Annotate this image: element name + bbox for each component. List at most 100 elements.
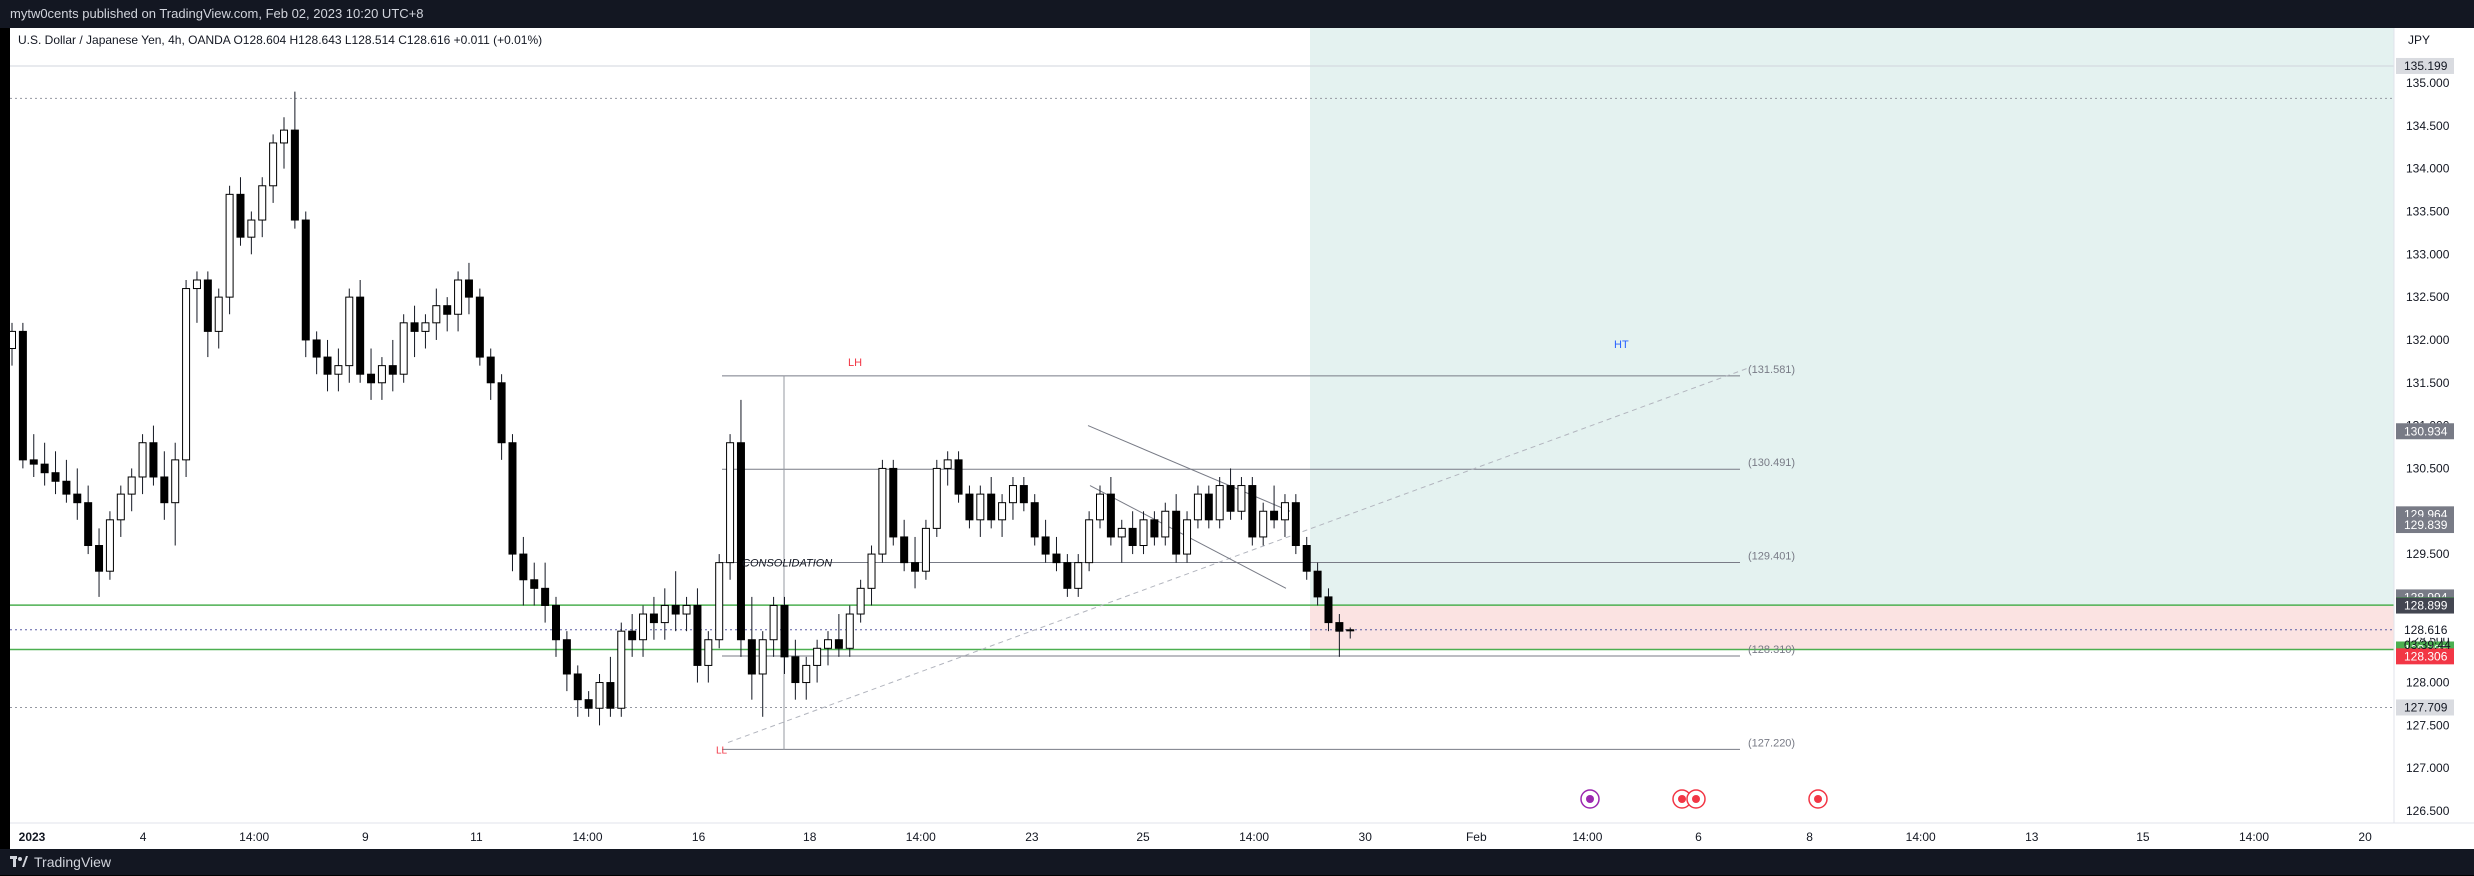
x-tick-label: 9: [362, 830, 369, 844]
candle-body: [312, 339, 321, 358]
candle-body: [1335, 622, 1344, 632]
candle-body: [834, 639, 843, 649]
candle-body: [1019, 485, 1028, 504]
annotation-ht: HT: [1614, 339, 1629, 351]
candle-body: [693, 604, 702, 666]
candle-body: [813, 647, 822, 666]
candle-body: [269, 142, 278, 187]
candle-body: [976, 493, 985, 521]
x-tick-label: 13: [2025, 830, 2039, 844]
candle-body: [1085, 519, 1094, 564]
candle-body: [399, 322, 408, 375]
y-tick-label: 131.500: [2406, 376, 2450, 390]
candle-body: [595, 682, 604, 709]
candle-body: [51, 472, 60, 482]
candle-body: [965, 493, 974, 521]
price-label-box: [2396, 57, 2454, 74]
candle-body: [1030, 502, 1039, 538]
x-tick-label: 14:00: [906, 830, 936, 844]
candle-body: [736, 442, 745, 641]
x-tick-label: 11: [470, 830, 483, 844]
candle-body: [704, 639, 713, 666]
candle-body: [573, 673, 582, 701]
x-tick-label: 25: [1136, 830, 1150, 844]
candle-body: [214, 296, 223, 332]
price-label: 127.709: [2404, 700, 2448, 714]
candle-body: [943, 459, 952, 469]
x-tick-label: 23: [1025, 830, 1039, 844]
candle-body: [280, 129, 288, 144]
fib-level-label: (131.581): [1748, 364, 1795, 376]
candle-body: [1259, 510, 1268, 538]
candle-body: [18, 330, 27, 461]
candle-body: [1008, 485, 1017, 504]
candle-body: [1193, 493, 1202, 521]
candle-body: [1204, 493, 1213, 521]
candle-body: [1324, 596, 1333, 624]
candle-body: [171, 459, 180, 504]
stop-zone: [1310, 605, 2394, 650]
tradingview-brand: TradingView: [34, 854, 112, 870]
candle-body: [660, 604, 669, 624]
trend-line-dashed: [727, 366, 1751, 743]
price-chart[interactable]: (131.581) (130.491) (129.401) (128.310) (127…: [8, 28, 2474, 849]
price-label: 128.899: [2404, 599, 2448, 613]
price-label: 129.839: [2404, 518, 2448, 532]
x-tick-label: 14:00: [572, 830, 602, 844]
price-label-box: [2396, 423, 2454, 440]
x-tick-label: 8: [1806, 830, 1813, 844]
y-tick-label: 133.000: [2406, 247, 2450, 261]
candle-body: [367, 373, 376, 384]
candle-body: [867, 553, 876, 589]
candle-body: [421, 322, 430, 332]
candle-body: [649, 613, 658, 624]
price-label-box: [2396, 648, 2454, 665]
y-tick-label: 134.000: [2406, 162, 2450, 176]
y-tick-label: 127.500: [2406, 718, 2450, 732]
x-tick-label: 14:00: [1572, 830, 1602, 844]
price-label: 130.934: [2404, 424, 2448, 438]
candle-body: [247, 219, 256, 238]
chart-frame[interactable]: (131.581) (130.491) (129.401) (128.310) (127…: [8, 28, 2474, 849]
candle-body: [182, 288, 191, 461]
x-tick-label: 14:00: [2239, 830, 2269, 844]
y-tick-label: 132.500: [2406, 290, 2450, 304]
candle-body: [323, 356, 332, 375]
candle-body: [954, 459, 963, 495]
tradingview-logo[interactable]: TradingView: [0, 849, 111, 875]
candle-body: [758, 639, 767, 675]
y-tick-label: 133.500: [2406, 204, 2450, 218]
x-tick-label: 16: [692, 830, 706, 844]
candle-body: [149, 442, 158, 478]
candle-body: [1117, 527, 1126, 538]
candle-body: [617, 630, 626, 709]
x-tick-label: 4: [140, 830, 147, 844]
candle-body: [290, 129, 299, 221]
candle-body: [454, 279, 463, 315]
candle-body: [747, 639, 756, 675]
candle-body: [802, 664, 811, 684]
candle-body: [486, 356, 495, 384]
candle-body: [8, 330, 16, 350]
candle-body: [73, 493, 82, 504]
candle-body: [388, 365, 397, 375]
x-tick-label: 18: [803, 830, 817, 844]
candle-body: [1215, 485, 1224, 521]
footer-bar: TradingView: [0, 849, 2474, 875]
candle-body: [1128, 527, 1137, 547]
candle-body: [1063, 562, 1072, 589]
candle-body: [225, 193, 234, 298]
candle-body: [138, 442, 147, 478]
candle-body: [639, 613, 648, 641]
candle-body: [1183, 519, 1192, 555]
economic-event-icon-dot: [1586, 795, 1594, 803]
candle-body: [62, 480, 71, 495]
annotation-consolidation: CONSOLIDATION: [742, 558, 832, 570]
candle-body: [1237, 485, 1246, 512]
candle-body: [127, 476, 136, 495]
candle-body: [192, 279, 201, 290]
candle-body: [878, 467, 887, 555]
candle-body: [301, 219, 310, 341]
candle-body: [1270, 510, 1279, 521]
candle-body: [1052, 553, 1061, 564]
